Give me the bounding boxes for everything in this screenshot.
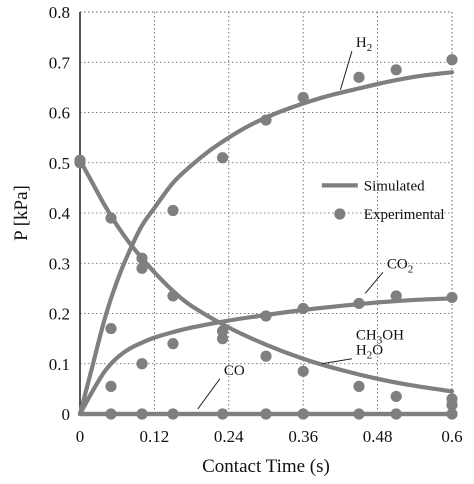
y-tick-label: 0.2 (49, 305, 70, 324)
experimental-point-h2 (217, 152, 229, 164)
y-tick-label: 0.6 (49, 104, 70, 123)
experimental-point-h2o (167, 290, 179, 302)
annotation-h2: H2 (339, 35, 372, 91)
experimental-point-co2 (136, 358, 148, 370)
experimental-point-co2 (167, 338, 179, 350)
experimental-point-ch3oh (446, 399, 458, 411)
y-tick-label: 0.1 (49, 355, 70, 374)
simulated-line-co2 (77, 158, 455, 394)
experimental-point-h2o (297, 365, 309, 377)
experimental-point-h2 (446, 54, 458, 66)
experimental-point-h2o (390, 390, 402, 403)
annotation-label: CH3OH (356, 328, 404, 347)
x-tick-label: 0.36 (288, 427, 318, 446)
legend-label: Simulated (364, 178, 425, 194)
simulated-line-h2o (77, 296, 455, 417)
experimental-point-h2 (297, 91, 309, 104)
experimental-point-h2 (353, 71, 365, 83)
experimental-point-h2 (167, 204, 179, 217)
annotation-ch3oh: CH3OH (356, 328, 404, 347)
annotation-co2: CO2 (364, 256, 413, 294)
x-tick-label: 0.24 (214, 427, 244, 446)
legend-item-experimental: Experimental (334, 207, 445, 223)
experimental-point-h2o (105, 322, 117, 335)
annotation-leader-line (339, 51, 353, 91)
experimental-point-h2 (390, 64, 402, 76)
y-tick-label: 0 (62, 405, 71, 424)
annotation-h2o: H2O (321, 343, 383, 365)
y-axis-title: P [kPa] (11, 185, 32, 241)
annotation-leader-line (364, 271, 384, 294)
experimental-point-h2o (353, 380, 365, 392)
experimental-point-h2 (136, 262, 148, 274)
annotation-label: H2 (356, 35, 372, 54)
experimental-point-co2 (390, 290, 402, 302)
x-tick-label: 0 (76, 427, 85, 446)
annotation-leader-line (321, 358, 352, 365)
series-co (74, 154, 458, 420)
legend-label: Experimental (364, 207, 445, 223)
simulated-line-h2 (77, 70, 455, 417)
experimental-point-h2o (136, 252, 148, 264)
experimental-point-h2o (217, 333, 229, 345)
y-tick-label: 0.7 (49, 53, 71, 72)
legend-item-simulated: Simulated (321, 178, 425, 194)
annotation-leader-line (197, 378, 221, 410)
x-tick-label: 0.12 (140, 427, 170, 446)
experimental-point-h2o (260, 350, 272, 362)
annotation-label: H2O (356, 343, 383, 362)
y-tick-label: 0.4 (49, 204, 71, 223)
series-ch3oh (77, 399, 458, 417)
annotation-label: CO2 (387, 256, 413, 275)
experimental-point-h2 (260, 114, 272, 126)
x-axis-title: Contact Time (s) (202, 456, 330, 477)
y-tick-label: 0.8 (49, 3, 70, 22)
grid-layer (80, 11, 453, 414)
x-tick-label: 0.6 (441, 427, 462, 446)
legend: Simulated Experimental (321, 178, 445, 223)
series-layer (74, 54, 458, 420)
legend-point-swatch (334, 208, 346, 220)
annotation-label: CO (224, 363, 245, 379)
x-tick-label: 0.48 (363, 427, 393, 446)
y-tick-label: 0.5 (49, 154, 70, 173)
annotation-co: CO (197, 363, 245, 410)
experimental-point-co2 (105, 380, 117, 392)
y-tick-label: 0.3 (49, 254, 70, 273)
